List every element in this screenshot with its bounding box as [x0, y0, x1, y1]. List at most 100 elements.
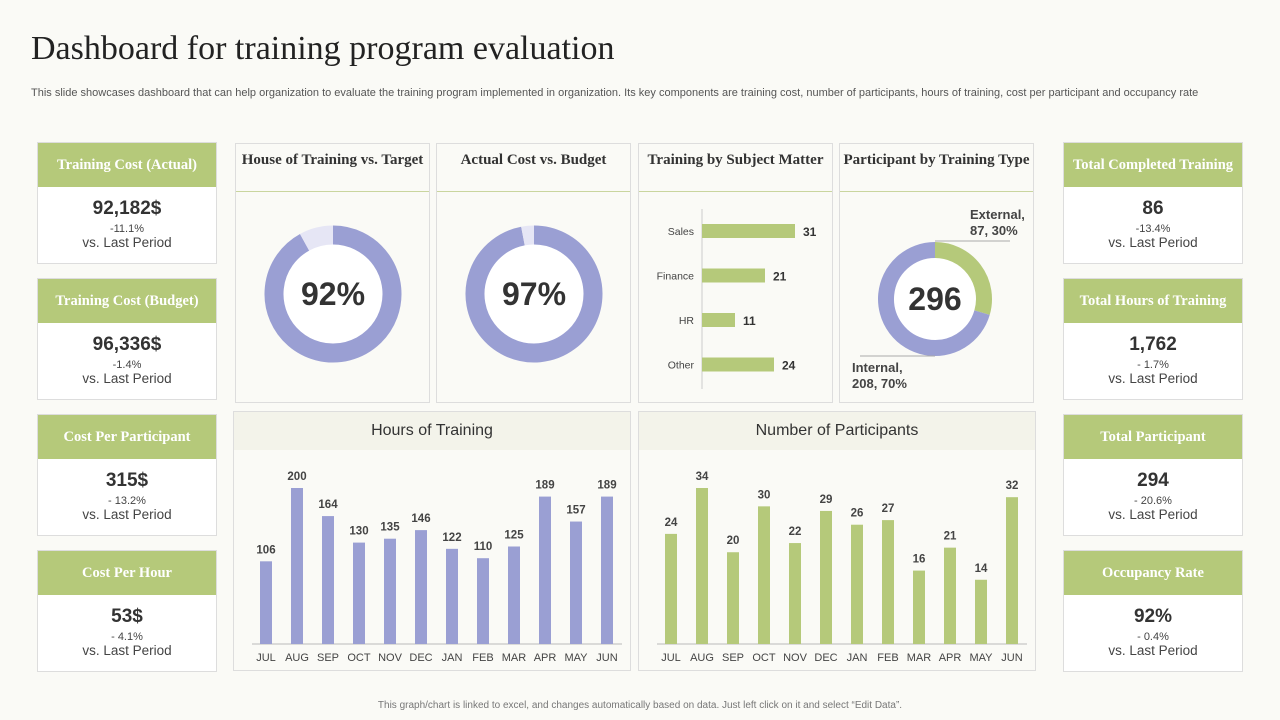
category-label: MAY: [564, 652, 588, 664]
kpi-period: vs. Last Period: [82, 235, 172, 250]
bar: [727, 552, 739, 644]
category-label: JUN: [1001, 652, 1022, 664]
donut-slice: [465, 225, 603, 363]
category-label: AUG: [690, 652, 714, 664]
category-label: NOV: [783, 652, 808, 664]
panel-title: Number of Participants: [639, 412, 1035, 450]
data-label: 135: [380, 522, 400, 534]
kpi-value: 86: [1142, 198, 1164, 219]
donut-slice-external: [934, 242, 992, 315]
label-external: External,: [970, 207, 1025, 222]
kpi-card[interactable]: Occupancy Rate 92% - 0.4% vs. Last Perio…: [1063, 550, 1243, 672]
bar: [975, 579, 987, 644]
bar: [1006, 497, 1018, 644]
kpi-value: 53$: [111, 606, 143, 627]
bar: [291, 488, 303, 644]
page-description: This slide showcases dashboard that can …: [31, 87, 1199, 99]
kpi-change: -13.4%: [1135, 223, 1171, 235]
bar: [260, 561, 272, 644]
category-label: MAR: [502, 652, 527, 664]
kpi-value: 92%: [1133, 606, 1173, 627]
kpi-card[interactable]: Total Participant 294 - 20.6% vs. Last P…: [1063, 414, 1243, 536]
panel-title: Actual Cost vs. Budget: [437, 144, 630, 192]
panel-training-type[interactable]: Participant by Training Type 296 External…: [839, 143, 1034, 403]
data-label: 157: [566, 505, 585, 517]
data-label: 200: [287, 471, 306, 483]
kpi-label: Training Cost (Actual): [38, 143, 216, 187]
bar: [944, 547, 956, 644]
kpi-change: - 1.7%: [1137, 359, 1169, 371]
bar: [913, 570, 925, 644]
category-label: MAY: [969, 652, 993, 664]
category-label: JAN: [847, 652, 868, 664]
bar: [570, 521, 582, 644]
kpi-label: Total Participant: [1064, 415, 1242, 459]
category-label: HR: [679, 315, 695, 327]
donut-slice-internal: [878, 242, 990, 356]
panel-subject-matter[interactable]: Training by Subject Matter Sales 31 Financ…: [638, 143, 833, 403]
data-label: 189: [597, 480, 616, 492]
kpi-label: Occupancy Rate: [1064, 551, 1242, 595]
donut-slice: [521, 225, 535, 246]
kpi-label: Cost Per Participant: [38, 415, 216, 459]
footer-note: This graph/chart is linked to excel, and…: [377, 700, 903, 711]
data-label: 146: [411, 513, 430, 525]
panel-number-of-participants[interactable]: Number of Participants 24 JUL 34 AUG 20 SEP 30…: [638, 411, 1036, 671]
bar: [882, 520, 894, 644]
category-label: FEB: [472, 652, 493, 664]
kpi-change: - 13.2%: [108, 495, 146, 507]
kpi-period: vs. Last Period: [1108, 643, 1198, 658]
panel-hours-vs-target[interactable]: House of Training vs. Target 92%: [235, 143, 430, 403]
bar: [384, 538, 396, 644]
donut-hours-vs-target: 92%: [264, 225, 402, 363]
data-label: 29: [820, 494, 833, 506]
data-label: 22: [789, 526, 802, 538]
data-label: 27: [882, 503, 895, 515]
bar: [508, 546, 520, 644]
kpi-value: 315$: [105, 470, 149, 491]
kpi-card[interactable]: Total Completed Training 86 -13.4% vs. L…: [1063, 142, 1243, 264]
kpi-value: 96,336$: [92, 334, 162, 355]
panel-title: Hours of Training: [234, 412, 630, 450]
panel-title: House of Training vs. Target: [236, 144, 429, 192]
bar: [477, 558, 489, 644]
label-internal: Internal,: [852, 360, 903, 375]
kpi-card[interactable]: Training Cost (Actual) 92,182$ -11.1% vs…: [37, 142, 217, 264]
kpi-card[interactable]: Cost Per Participant 315$ - 13.2% vs. La…: [37, 414, 217, 536]
category-label: DEC: [814, 652, 837, 664]
kpi-label: Training Cost (Budget): [38, 279, 216, 323]
bar: [539, 496, 551, 644]
bar: [758, 506, 770, 644]
bar: [665, 533, 677, 644]
page-title: Dashboard for training program evaluatio…: [31, 30, 615, 67]
bar: [353, 542, 365, 644]
kpi-change: - 4.1%: [111, 631, 143, 643]
donut-cost-vs-budget: 97%: [465, 225, 603, 363]
panel-hours-of-training[interactable]: Hours of Training 106 JUL 200 AUG 164 SEP 130 O…: [233, 411, 631, 671]
bar: [820, 510, 832, 644]
donut-center-label: 92%: [301, 276, 365, 312]
kpi-card[interactable]: Total Hours of Training 1,762 - 1.7% vs.…: [1063, 278, 1243, 400]
bar: [696, 488, 708, 644]
bar: [702, 313, 735, 327]
data-label: 21: [944, 531, 957, 543]
kpi-change: -11.1%: [109, 223, 145, 235]
kpi-card[interactable]: Training Cost (Budget) 96,336$ -1.4% vs.…: [37, 278, 217, 400]
panel-cost-vs-budget[interactable]: Actual Cost vs. Budget 97%: [436, 143, 631, 403]
kpi-card[interactable]: Cost Per Hour 53$ - 4.1% vs. Last Period: [37, 550, 217, 672]
category-label: Other: [668, 360, 695, 372]
category-label: AUG: [285, 652, 309, 664]
kpi-change: -1.4%: [112, 359, 142, 371]
category-label: JUN: [596, 652, 617, 664]
category-label: MAR: [907, 652, 932, 664]
kpi-period: vs. Last Period: [82, 507, 172, 522]
category-label: Sales: [668, 226, 694, 238]
data-label: 189: [535, 480, 554, 492]
donut-slice: [264, 225, 402, 363]
bar: [322, 516, 334, 644]
data-label: 24: [665, 517, 678, 529]
kpi-label: Total Completed Training: [1064, 143, 1242, 187]
bar-chart-hours: 106 JUL 200 AUG 164 SEP 130 OCT 135 NOV 146 DEC 122 J…: [252, 471, 622, 664]
label-external: 87, 30%: [970, 223, 1018, 238]
kpi-value: 1,762: [1129, 334, 1177, 355]
